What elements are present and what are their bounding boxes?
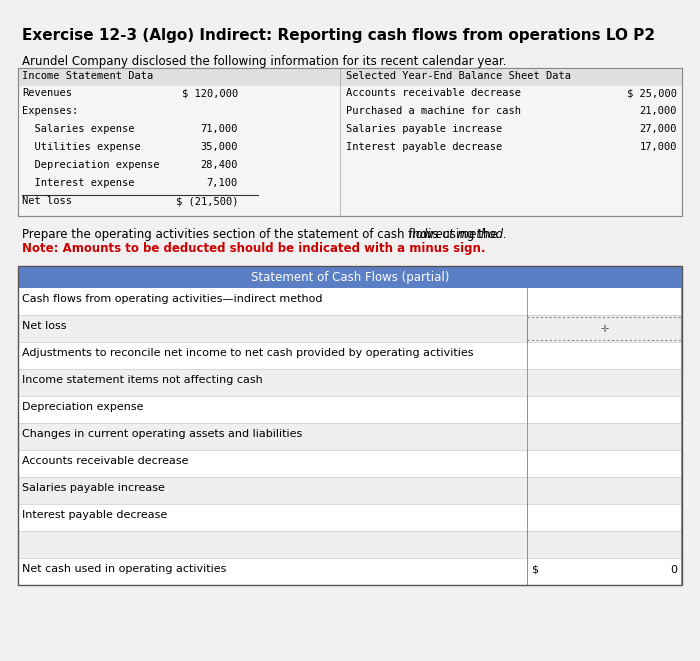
Text: Revenues: Revenues	[22, 88, 72, 98]
Text: Expenses:: Expenses:	[22, 106, 78, 116]
Text: Utilities expense: Utilities expense	[22, 142, 141, 152]
Text: $: $	[531, 565, 538, 575]
Text: Income Statement Data: Income Statement Data	[22, 71, 153, 81]
Bar	[18, 396, 682, 423]
Bar	[527, 317, 681, 340]
Text: ✛: ✛	[601, 323, 608, 334]
Bar	[18, 423, 682, 450]
Text: Salaries expense: Salaries expense	[22, 124, 134, 134]
Text: 17,000: 17,000	[640, 142, 677, 152]
Bar	[18, 342, 682, 369]
Text: indirect method.: indirect method.	[409, 228, 507, 241]
Text: Interest payable decrease: Interest payable decrease	[22, 510, 167, 520]
Text: Note: Amounts to be deducted should be indicated with a minus sign.: Note: Amounts to be deducted should be i…	[22, 242, 486, 255]
Text: Interest payable decrease: Interest payable decrease	[346, 142, 503, 152]
Text: $ 25,000: $ 25,000	[627, 88, 677, 98]
Text: Accounts receivable decrease: Accounts receivable decrease	[22, 456, 188, 466]
Bar	[18, 369, 682, 396]
Bar	[18, 558, 682, 585]
Text: $ 120,000: $ 120,000	[182, 88, 238, 98]
Text: Net cash used in operating activities: Net cash used in operating activities	[22, 564, 226, 574]
Text: 21,000: 21,000	[640, 106, 677, 116]
Text: Income statement items not affecting cash: Income statement items not affecting cas…	[22, 375, 262, 385]
Text: $ (21,500): $ (21,500)	[176, 196, 238, 206]
Text: Net loss: Net loss	[22, 321, 66, 331]
Text: 35,000: 35,000	[200, 142, 238, 152]
Text: Depreciation expense: Depreciation expense	[22, 402, 144, 412]
Bar	[18, 266, 682, 585]
Bar	[18, 68, 682, 216]
Text: Salaries payable increase: Salaries payable increase	[346, 124, 503, 134]
Text: Changes in current operating assets and liabilities: Changes in current operating assets and …	[22, 429, 302, 439]
Text: Cash flows from operating activities—indirect method: Cash flows from operating activities—ind…	[22, 294, 323, 304]
Text: 28,400: 28,400	[200, 160, 238, 170]
Bar	[18, 450, 682, 477]
Text: Purchased a machine for cash: Purchased a machine for cash	[346, 106, 521, 116]
Text: Adjustments to reconcile net income to net cash provided by operating activities: Adjustments to reconcile net income to n…	[22, 348, 473, 358]
Text: Net loss: Net loss	[22, 196, 72, 206]
Text: Salaries payable increase: Salaries payable increase	[22, 483, 165, 493]
Bar	[18, 531, 682, 558]
Text: Exercise 12-3 (Algo) Indirect: Reporting cash flows from operations LO P2: Exercise 12-3 (Algo) Indirect: Reporting…	[22, 28, 655, 43]
Text: Statement of Cash Flows (partial): Statement of Cash Flows (partial)	[251, 270, 449, 284]
Text: Selected Year-End Balance Sheet Data: Selected Year-End Balance Sheet Data	[346, 71, 571, 81]
Bar	[18, 504, 682, 531]
Bar	[18, 266, 682, 288]
Bar	[18, 477, 682, 504]
Bar	[18, 288, 682, 315]
Text: Prepare the operating activities section of the statement of cash flows using th: Prepare the operating activities section…	[22, 228, 501, 241]
Bar	[18, 68, 682, 216]
Text: 7,100: 7,100	[206, 178, 238, 188]
Text: Interest expense: Interest expense	[22, 178, 134, 188]
Text: Depreciation expense: Depreciation expense	[22, 160, 160, 170]
Text: 27,000: 27,000	[640, 124, 677, 134]
Text: Accounts receivable decrease: Accounts receivable decrease	[346, 88, 521, 98]
Text: Arundel Company disclosed the following information for its recent calendar year: Arundel Company disclosed the following …	[22, 55, 507, 68]
Text: 71,000: 71,000	[200, 124, 238, 134]
Bar	[18, 68, 682, 86]
Bar	[18, 315, 682, 342]
Text: 0: 0	[670, 565, 677, 575]
